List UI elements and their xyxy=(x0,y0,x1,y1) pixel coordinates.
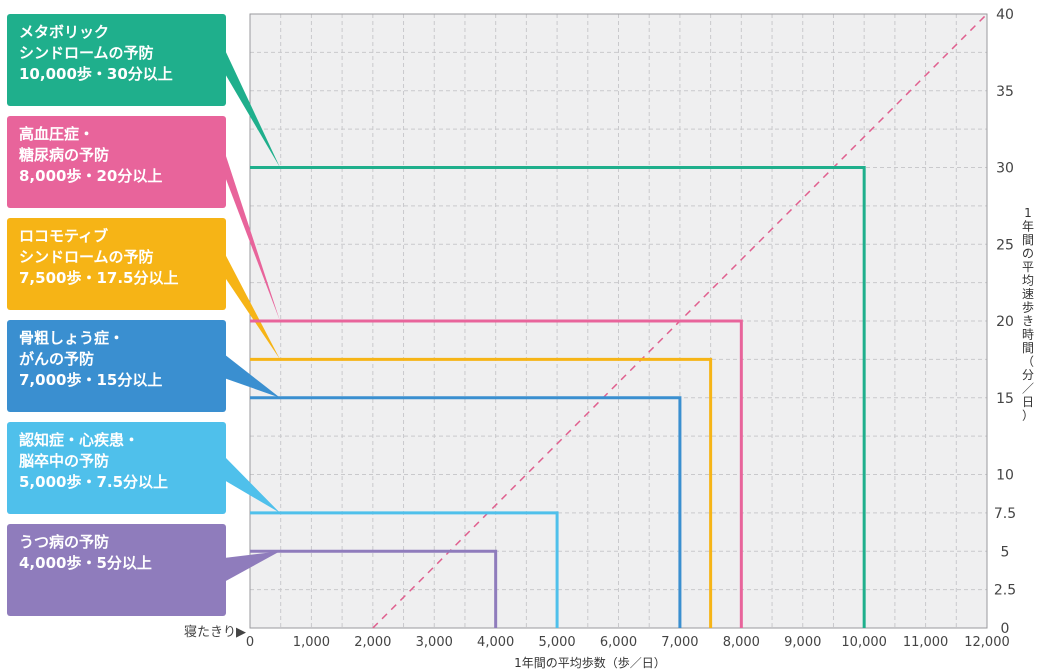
x-tick-label: 3,000 xyxy=(416,635,453,650)
y-axis-label-char: 平 xyxy=(1022,260,1034,274)
series-line xyxy=(250,511,559,628)
legend-box: 高血圧症・糖尿病の予防 8,000歩・20分以上 xyxy=(7,116,226,208)
connector-pointer xyxy=(224,354,280,398)
x-tick-label: 7,000 xyxy=(661,635,698,650)
x-tick-label: 5,000 xyxy=(538,635,575,650)
x-axis-ticks: 0 1,000 2,000 3,000 4,000 5,000 6,000 7,000 8,00… xyxy=(246,635,1010,650)
x-tick-label: 0 xyxy=(246,635,254,650)
y-tick-label: 5 xyxy=(1001,544,1010,560)
x-axis-label: 1年間の平均歩数（歩／日） xyxy=(514,655,666,670)
y-tick-label: 0 xyxy=(1001,621,1010,637)
legend-box-line: 7,000歩・15分以上 xyxy=(19,371,163,389)
legend-box-line: 認知症・心疾患・ xyxy=(19,431,140,449)
legend-box-line: うつ病の予防 xyxy=(19,533,110,551)
y-tick-label: 30 xyxy=(996,161,1014,177)
legend-box-line: 10,000歩・30分以上 xyxy=(19,65,173,83)
legend-box-line: 脳卒中の予防 xyxy=(19,452,110,470)
y-axis-label-char: 間 xyxy=(1022,233,1034,247)
legend-box-line: 骨粗しょう症・ xyxy=(19,329,125,347)
y-tick-label: 25 xyxy=(996,237,1014,253)
connectors xyxy=(224,48,280,582)
y-axis-label-char: 均 xyxy=(1022,274,1034,288)
legend-box: 認知症・心疾患・ 脳卒中の予防 5,000歩・7.5分以上 xyxy=(7,422,226,514)
legend-box-line: 8,000歩・20分以上 xyxy=(19,167,163,185)
y-tick-label: 20 xyxy=(996,314,1014,330)
legend-box-line: 5,000歩・7.5分以上 xyxy=(19,473,169,491)
x-tick-label: 10,000 xyxy=(841,635,887,650)
y-axis-label-char: 歩 xyxy=(1022,300,1034,315)
baseline-label: 寝たきり▶ xyxy=(184,624,246,640)
legend-box-line: シンドロームの予防 xyxy=(19,248,154,266)
connector-pointer xyxy=(224,150,280,321)
y-tick-label: 40 xyxy=(996,7,1014,23)
legend-box-line: ロコモティブ xyxy=(19,227,109,245)
y-axis-label-char: の xyxy=(1022,247,1034,261)
series-line xyxy=(250,357,713,628)
y-axis-label-char: 日 xyxy=(1022,395,1034,409)
connector-pointer xyxy=(224,456,280,513)
connector-pointer xyxy=(224,551,280,582)
connector-pointer xyxy=(224,252,280,360)
legend-box: メタボリックシンドロームの予防 10,000歩・30分以上 xyxy=(7,14,226,106)
y-axis-label-char: 1 xyxy=(1024,206,1032,220)
legend-box-line: 高血圧症・ xyxy=(19,125,95,143)
y-axis-label-char: 間 xyxy=(1022,341,1034,355)
y-axis-label-char: ／ xyxy=(1022,382,1034,396)
y-tick-label: 2.5 xyxy=(994,583,1016,599)
series-line xyxy=(250,549,498,628)
x-tick-label: 9,000 xyxy=(784,635,821,650)
series-line xyxy=(250,396,682,628)
legend-box-line: 7,500歩・17.5分以上 xyxy=(19,269,179,287)
y-axis-label-char: 年 xyxy=(1022,220,1034,234)
legend-box: うつ病の予防 4,000歩・5分以上 xyxy=(7,524,226,616)
legend-box: ロコモティブシンドロームの予防 7,500歩・17.5分以上 xyxy=(7,218,226,310)
legend-box-line: がんの予防 xyxy=(19,350,95,368)
x-tick-label: 4,000 xyxy=(477,635,514,650)
legend-box-line: メタボリック xyxy=(19,23,110,41)
y-tick-label: 10 xyxy=(996,468,1014,484)
x-tick-label: 11,000 xyxy=(903,635,949,650)
y-axis-label-char: 時 xyxy=(1022,328,1034,342)
series-line xyxy=(250,319,743,628)
x-tick-label: 2,000 xyxy=(354,635,391,650)
x-tick-label: 1,000 xyxy=(293,635,330,650)
y-axis-label-char: 分 xyxy=(1022,368,1034,382)
y-axis-label-char: ） xyxy=(1022,409,1034,423)
legend-box-line: 糖尿病の予防 xyxy=(19,146,110,164)
series-layer xyxy=(250,166,866,628)
x-tick-label: 8,000 xyxy=(723,635,760,650)
x-tick-label: 12,000 xyxy=(964,635,1010,650)
legend-box-line: シンドロームの予防 xyxy=(19,44,154,62)
y-axis-label-char: （ xyxy=(1022,355,1034,369)
y-tick-label: 35 xyxy=(996,84,1014,100)
y-tick-label: 7.5 xyxy=(994,506,1016,522)
x-tick-label: 6,000 xyxy=(600,635,637,650)
legend-box: 骨粗しょう症・ がんの予防 7,000歩・15分以上 xyxy=(7,320,226,412)
y-axis-label-char: 速 xyxy=(1022,287,1034,301)
legend-box-line: 4,000歩・5分以上 xyxy=(19,554,152,572)
y-axis-ticks: 0 2.5 5 7.5 10 15 20 25 30 35 40 xyxy=(994,7,1016,637)
y-axis-label-char: き xyxy=(1022,314,1034,328)
y-tick-label: 15 xyxy=(996,391,1014,407)
series-line xyxy=(250,166,866,628)
connector-pointer xyxy=(224,48,280,168)
